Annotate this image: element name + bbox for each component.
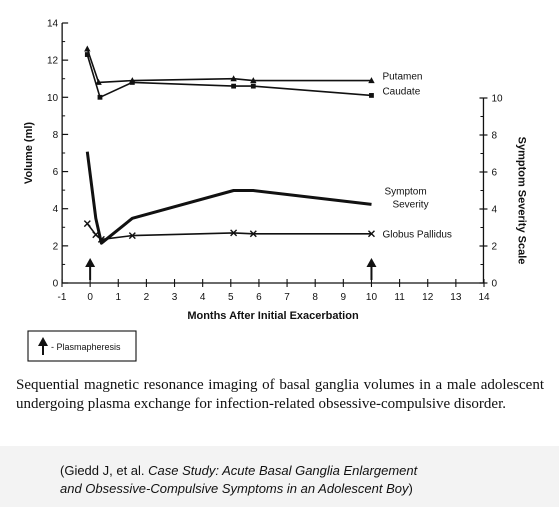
- citation-title-line1: Case Study: Acute Basal Ganglia Enlargem…: [148, 463, 418, 478]
- y-tick-label-right: 0: [491, 279, 497, 290]
- y-tick-label-left: 4: [53, 204, 59, 215]
- caudate-point: [84, 52, 90, 57]
- y-tick-label-right: 4: [491, 205, 497, 216]
- citation-suffix: ): [408, 481, 413, 496]
- putamen-point: [250, 77, 257, 84]
- caudate-point: [250, 83, 256, 89]
- plasmapheresis-arrow-head: [366, 258, 377, 267]
- caudate-point: [369, 93, 374, 98]
- plasmapheresis-arrows: [85, 258, 377, 280]
- y-tick-label-left: 0: [53, 279, 59, 290]
- series-lines: [83, 45, 375, 245]
- y-tick-label-left: 10: [47, 93, 59, 104]
- plasmapheresis-arrow: [85, 258, 96, 280]
- figure-caption: Sequential magnetic resonance imaging of…: [16, 377, 544, 412]
- y-axis-title-left: Volume (ml): [23, 122, 35, 184]
- x-tick-label: 2: [144, 292, 150, 303]
- y-tick-label-right: 10: [491, 94, 503, 105]
- globus-pallidus-point: [128, 232, 136, 240]
- citation: (Giedd J, et al. Case Study: Acute Basal…: [60, 462, 540, 498]
- y-tick-label-right: 8: [491, 131, 497, 142]
- symptom-severity-line: [85, 151, 372, 245]
- x-tick-label: 1: [115, 292, 121, 303]
- x-tick-label: 0: [87, 292, 93, 303]
- x-tick-label: 7: [284, 292, 290, 303]
- x-tick-label: 10: [366, 292, 378, 303]
- x-tick-label: 8: [312, 292, 318, 303]
- citation-title-line2: and Obsessive-Compulsive Symptoms in an …: [60, 481, 409, 496]
- x-tick-label: 5: [228, 292, 234, 303]
- x-tick-label: 12: [422, 292, 434, 303]
- globus-pallidus-point: [249, 230, 257, 238]
- y-tick-label-left: 8: [53, 130, 59, 141]
- globus-pallidus-point: [97, 235, 105, 243]
- caudate-line: [86, 54, 372, 99]
- globus-pallidus-point: [367, 230, 375, 238]
- putamen-label: Putamen: [382, 72, 422, 83]
- y-tick-label-right: 6: [491, 168, 497, 179]
- putamen-line: [86, 48, 372, 84]
- putamen-point: [368, 77, 375, 84]
- legend-label: - Plasmapheresis: [51, 342, 121, 352]
- legend: - Plasmapheresis: [27, 330, 137, 362]
- x-tick-label: 3: [172, 292, 178, 303]
- caudate-label: Caudate: [382, 86, 420, 97]
- x-tick-label: -1: [58, 292, 67, 303]
- x-tick-label: 14: [478, 292, 490, 303]
- legend-arrow-icon: [38, 337, 48, 355]
- putamen-point: [84, 45, 91, 52]
- x-tick-label: 6: [256, 292, 262, 303]
- x-tick-label: 9: [341, 292, 347, 303]
- y-tick-label-left: 12: [47, 56, 59, 67]
- x-tick-label: 13: [450, 292, 462, 303]
- y-tick-label-left: 6: [53, 167, 59, 178]
- legend-arrow-icon-head: [38, 337, 48, 346]
- globus-pallidus-label: Globus Pallidus: [382, 229, 451, 240]
- globus-pallidus-line: [86, 223, 372, 241]
- y-axis-title-right: Symptom Severity Scale: [515, 137, 527, 265]
- caudate-point: [97, 94, 103, 100]
- symptom-severity-label-line1: Symptom: [384, 186, 426, 197]
- x-axis-title: Months After Initial Exacerbation: [187, 310, 359, 322]
- y-tick-label-right: 2: [491, 242, 497, 253]
- symptom-severity-label-line2: Severity: [392, 199, 428, 210]
- globus-pallidus-point: [83, 220, 91, 228]
- citation-band: [0, 446, 559, 507]
- caudate-point: [231, 83, 237, 89]
- y-tick-label-left: 14: [47, 19, 59, 30]
- plasmapheresis-arrow-head: [85, 258, 96, 267]
- putamen-point: [95, 78, 102, 85]
- plasmapheresis-arrow: [366, 258, 377, 280]
- y-tick-label-left: 2: [53, 241, 59, 252]
- globus-pallidus-point: [92, 231, 100, 239]
- series-labels: Putamen Caudate Symptom Severity Globus Pall…: [382, 72, 451, 241]
- globus-pallidus-point: [230, 229, 238, 237]
- caudate-point: [129, 80, 135, 85]
- putamen-point: [230, 75, 237, 82]
- citation-prefix: (Giedd J, et al.: [60, 463, 149, 478]
- x-tick-label: 4: [200, 292, 206, 303]
- x-tick-label: 11: [394, 292, 405, 303]
